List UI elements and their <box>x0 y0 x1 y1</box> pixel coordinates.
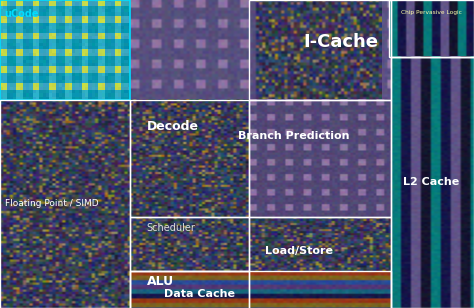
Bar <box>0 100 130 308</box>
Text: Load/Store: Load/Store <box>264 246 333 256</box>
Bar <box>249 217 391 308</box>
Bar <box>389 0 474 57</box>
Bar <box>130 271 249 308</box>
Text: Decode: Decode <box>147 120 199 133</box>
Bar <box>249 100 391 217</box>
Text: Data Cache: Data Cache <box>164 289 235 299</box>
Text: I-Cache: I-Cache <box>304 33 379 51</box>
Bar <box>130 100 249 217</box>
Text: L2 Cache: L2 Cache <box>403 177 459 187</box>
Bar <box>130 217 249 271</box>
Text: Floating Point / SIMD: Floating Point / SIMD <box>5 199 99 208</box>
Text: Chip Pervasive Logic: Chip Pervasive Logic <box>401 10 462 15</box>
Bar <box>130 271 391 308</box>
Bar <box>391 57 474 308</box>
Text: Scheduler: Scheduler <box>146 223 195 233</box>
Text: uCode: uCode <box>5 9 39 19</box>
Text: Branch Prediction: Branch Prediction <box>238 131 350 140</box>
Bar <box>0 0 130 100</box>
Text: ALU: ALU <box>147 275 174 288</box>
Bar <box>249 0 391 100</box>
